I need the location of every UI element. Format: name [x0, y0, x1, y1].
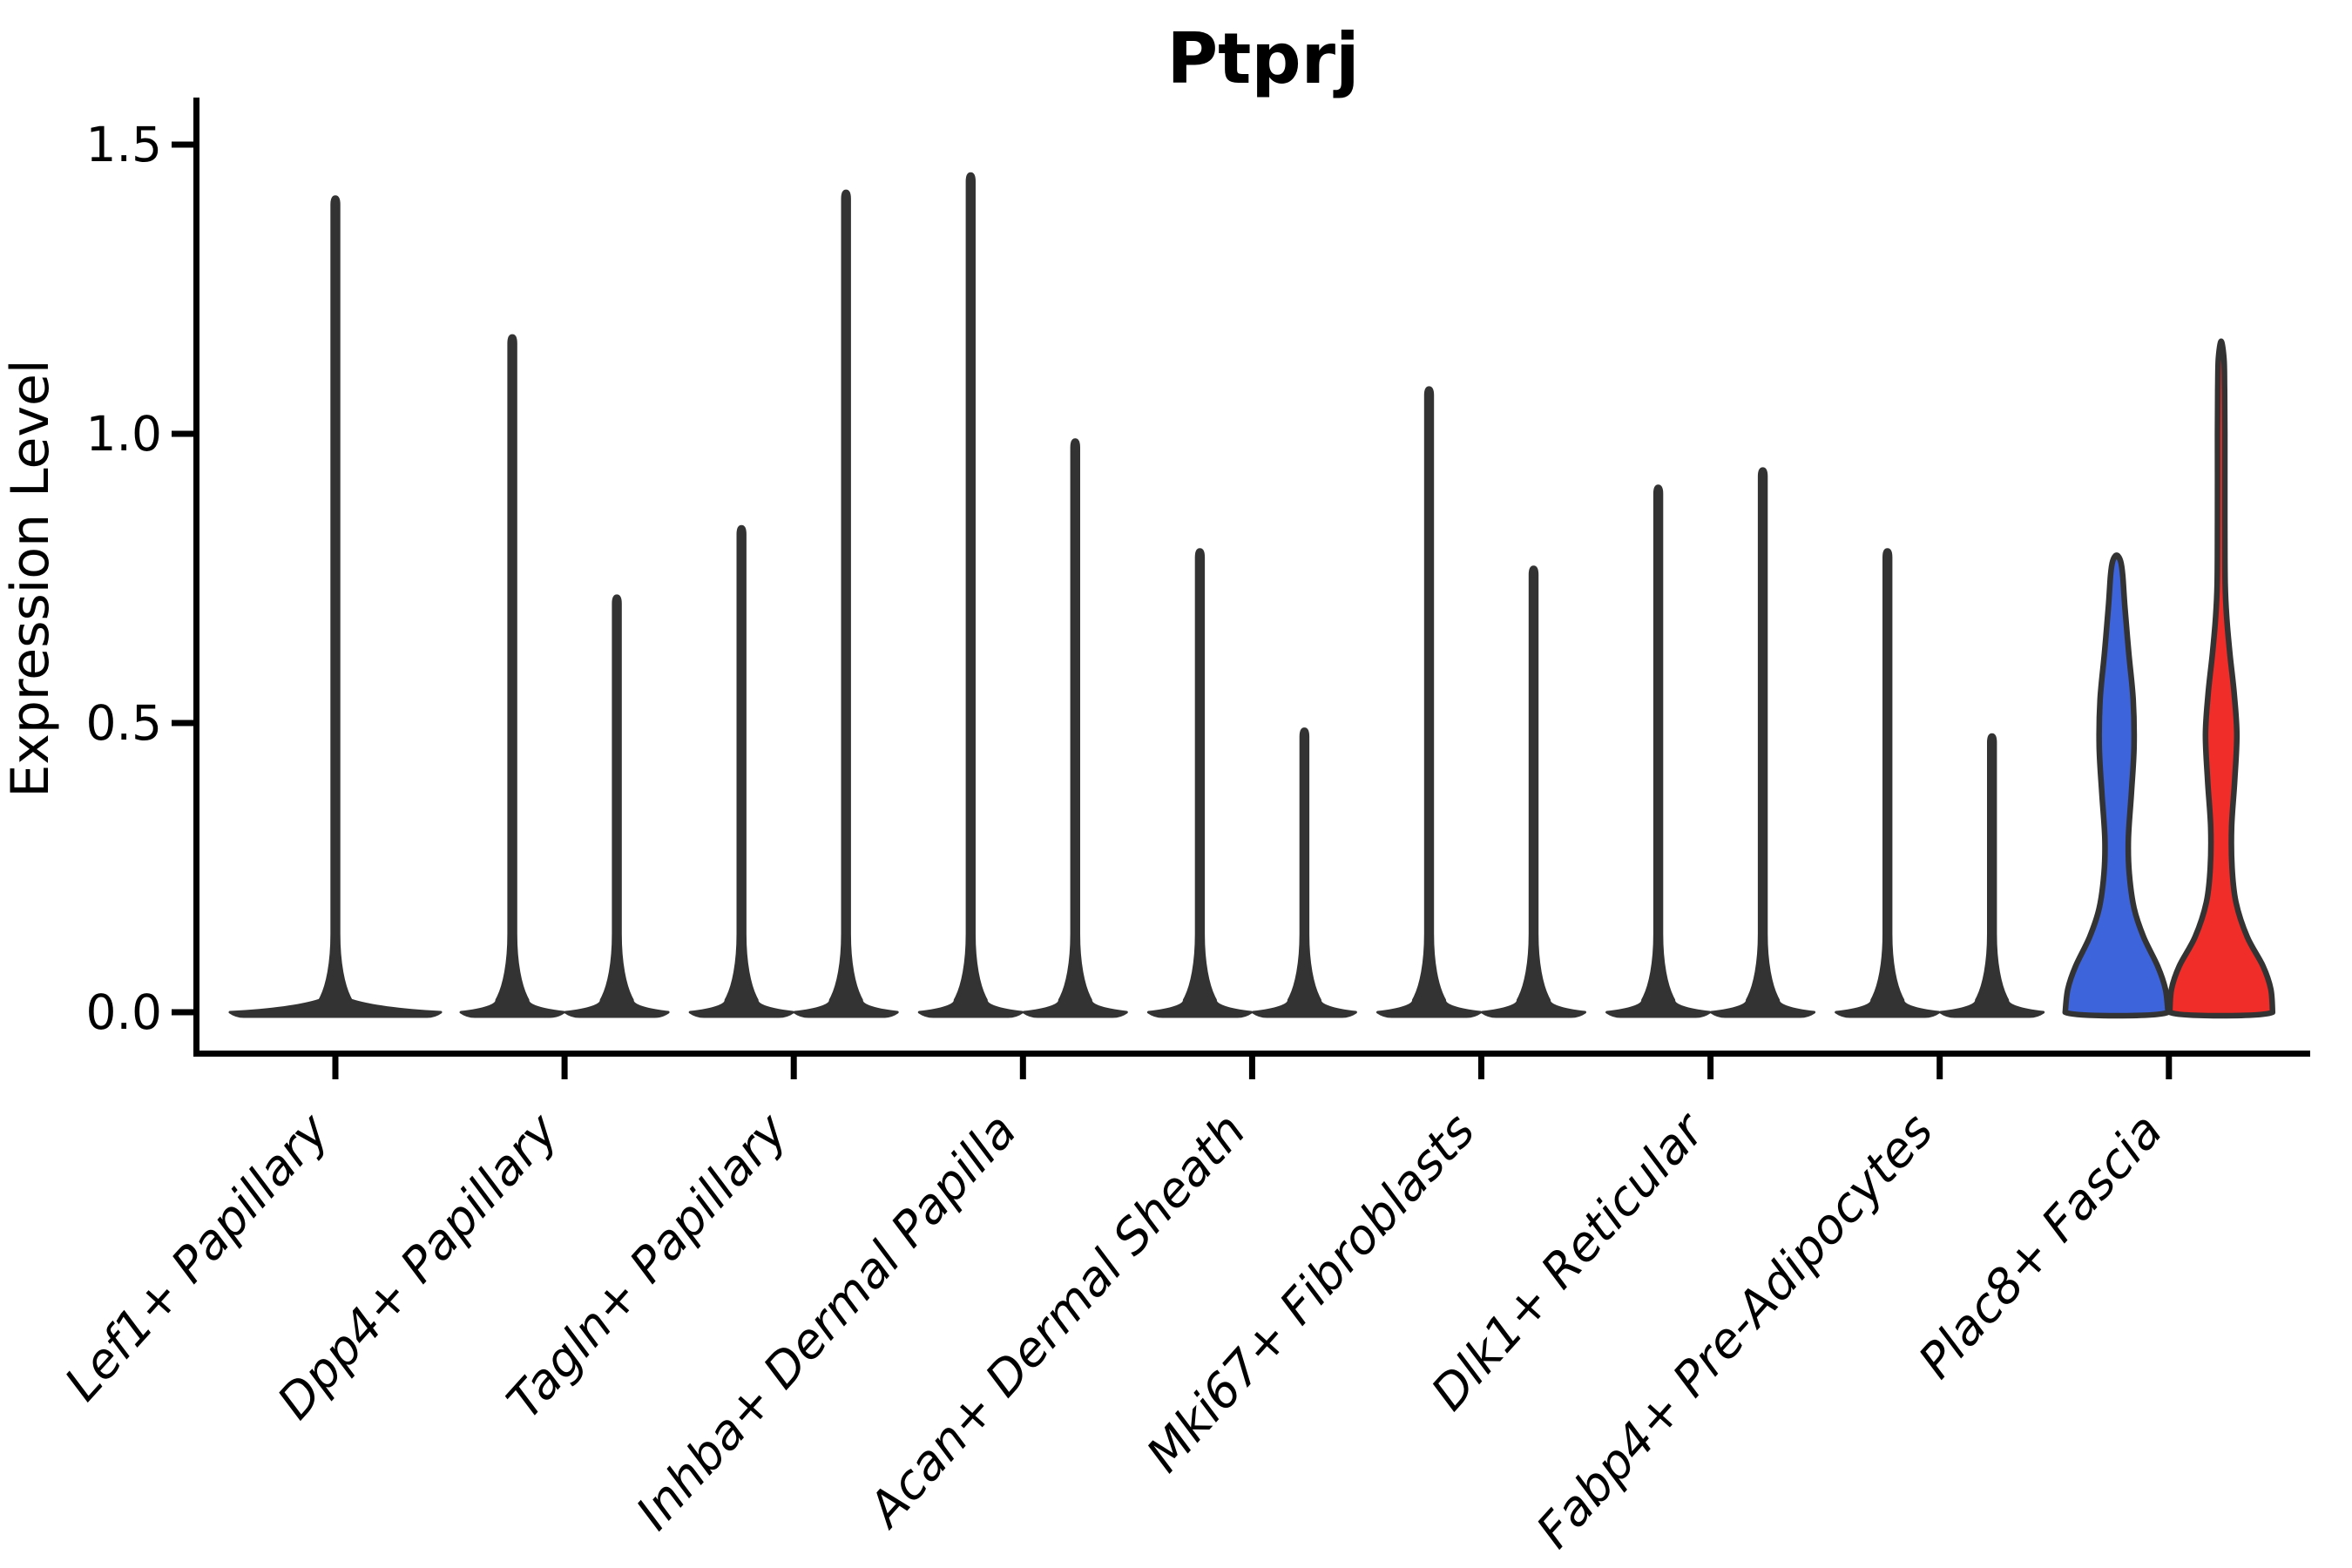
x-tick-mark — [1707, 1057, 1714, 1079]
y-tick-label: 0.0 — [86, 984, 162, 1040]
y-tick-mark — [172, 1009, 196, 1016]
x-tick-mark — [1019, 1057, 1026, 1079]
violin — [2062, 552, 2172, 1019]
chart-title: Ptprj — [1166, 18, 1359, 99]
y-axis-spine — [193, 98, 199, 1057]
x-tick-mark — [790, 1057, 797, 1079]
y-tick-mark — [172, 720, 196, 727]
x-tick-label: Plac8+ Fascia — [1908, 1103, 2173, 1389]
violin — [459, 334, 565, 1018]
y-tick-label: 1.0 — [86, 406, 162, 462]
x-axis-ticks — [332, 1057, 2173, 1079]
y-axis-ticks — [172, 141, 196, 1016]
x-axis-spine — [193, 1051, 2310, 1057]
violin — [228, 195, 443, 1018]
x-tick-label: Inhba+ Dermal Papilla — [625, 1103, 1027, 1540]
violin — [917, 172, 1024, 1018]
violin — [1146, 548, 1253, 1018]
violin — [793, 189, 899, 1018]
x-tick-label: Acan+ Dermal Sheath — [856, 1103, 1256, 1538]
x-tick-label: Fabp4+ Pre-Adipocytes — [1525, 1103, 1943, 1558]
violin — [1939, 733, 2045, 1018]
violins-layer — [228, 172, 2276, 1019]
x-tick-mark — [1248, 1057, 1255, 1079]
y-tick-label: 1.5 — [86, 117, 162, 172]
violin — [2166, 338, 2276, 1019]
violin — [1251, 727, 1357, 1018]
x-tick-mark — [1478, 1057, 1484, 1079]
y-tick-labels: 0.0 0.5 1.0 1.5 — [86, 117, 162, 1040]
violin — [1481, 565, 1586, 1018]
x-tick-mark — [561, 1057, 568, 1079]
y-tick-mark — [172, 430, 196, 437]
y-tick-label: 0.5 — [86, 695, 162, 751]
violin — [564, 594, 670, 1018]
x-tick-mark — [332, 1057, 339, 1079]
violin — [1376, 386, 1482, 1018]
violin — [1710, 467, 1816, 1018]
x-tick-mark — [1936, 1057, 1943, 1079]
y-axis-label: Expression Level — [0, 359, 61, 797]
x-tick-mark — [2166, 1057, 2173, 1079]
violin — [688, 524, 794, 1018]
violin — [1835, 548, 1941, 1018]
violin — [1022, 438, 1128, 1018]
violin — [1605, 484, 1712, 1018]
y-tick-mark — [172, 141, 196, 148]
